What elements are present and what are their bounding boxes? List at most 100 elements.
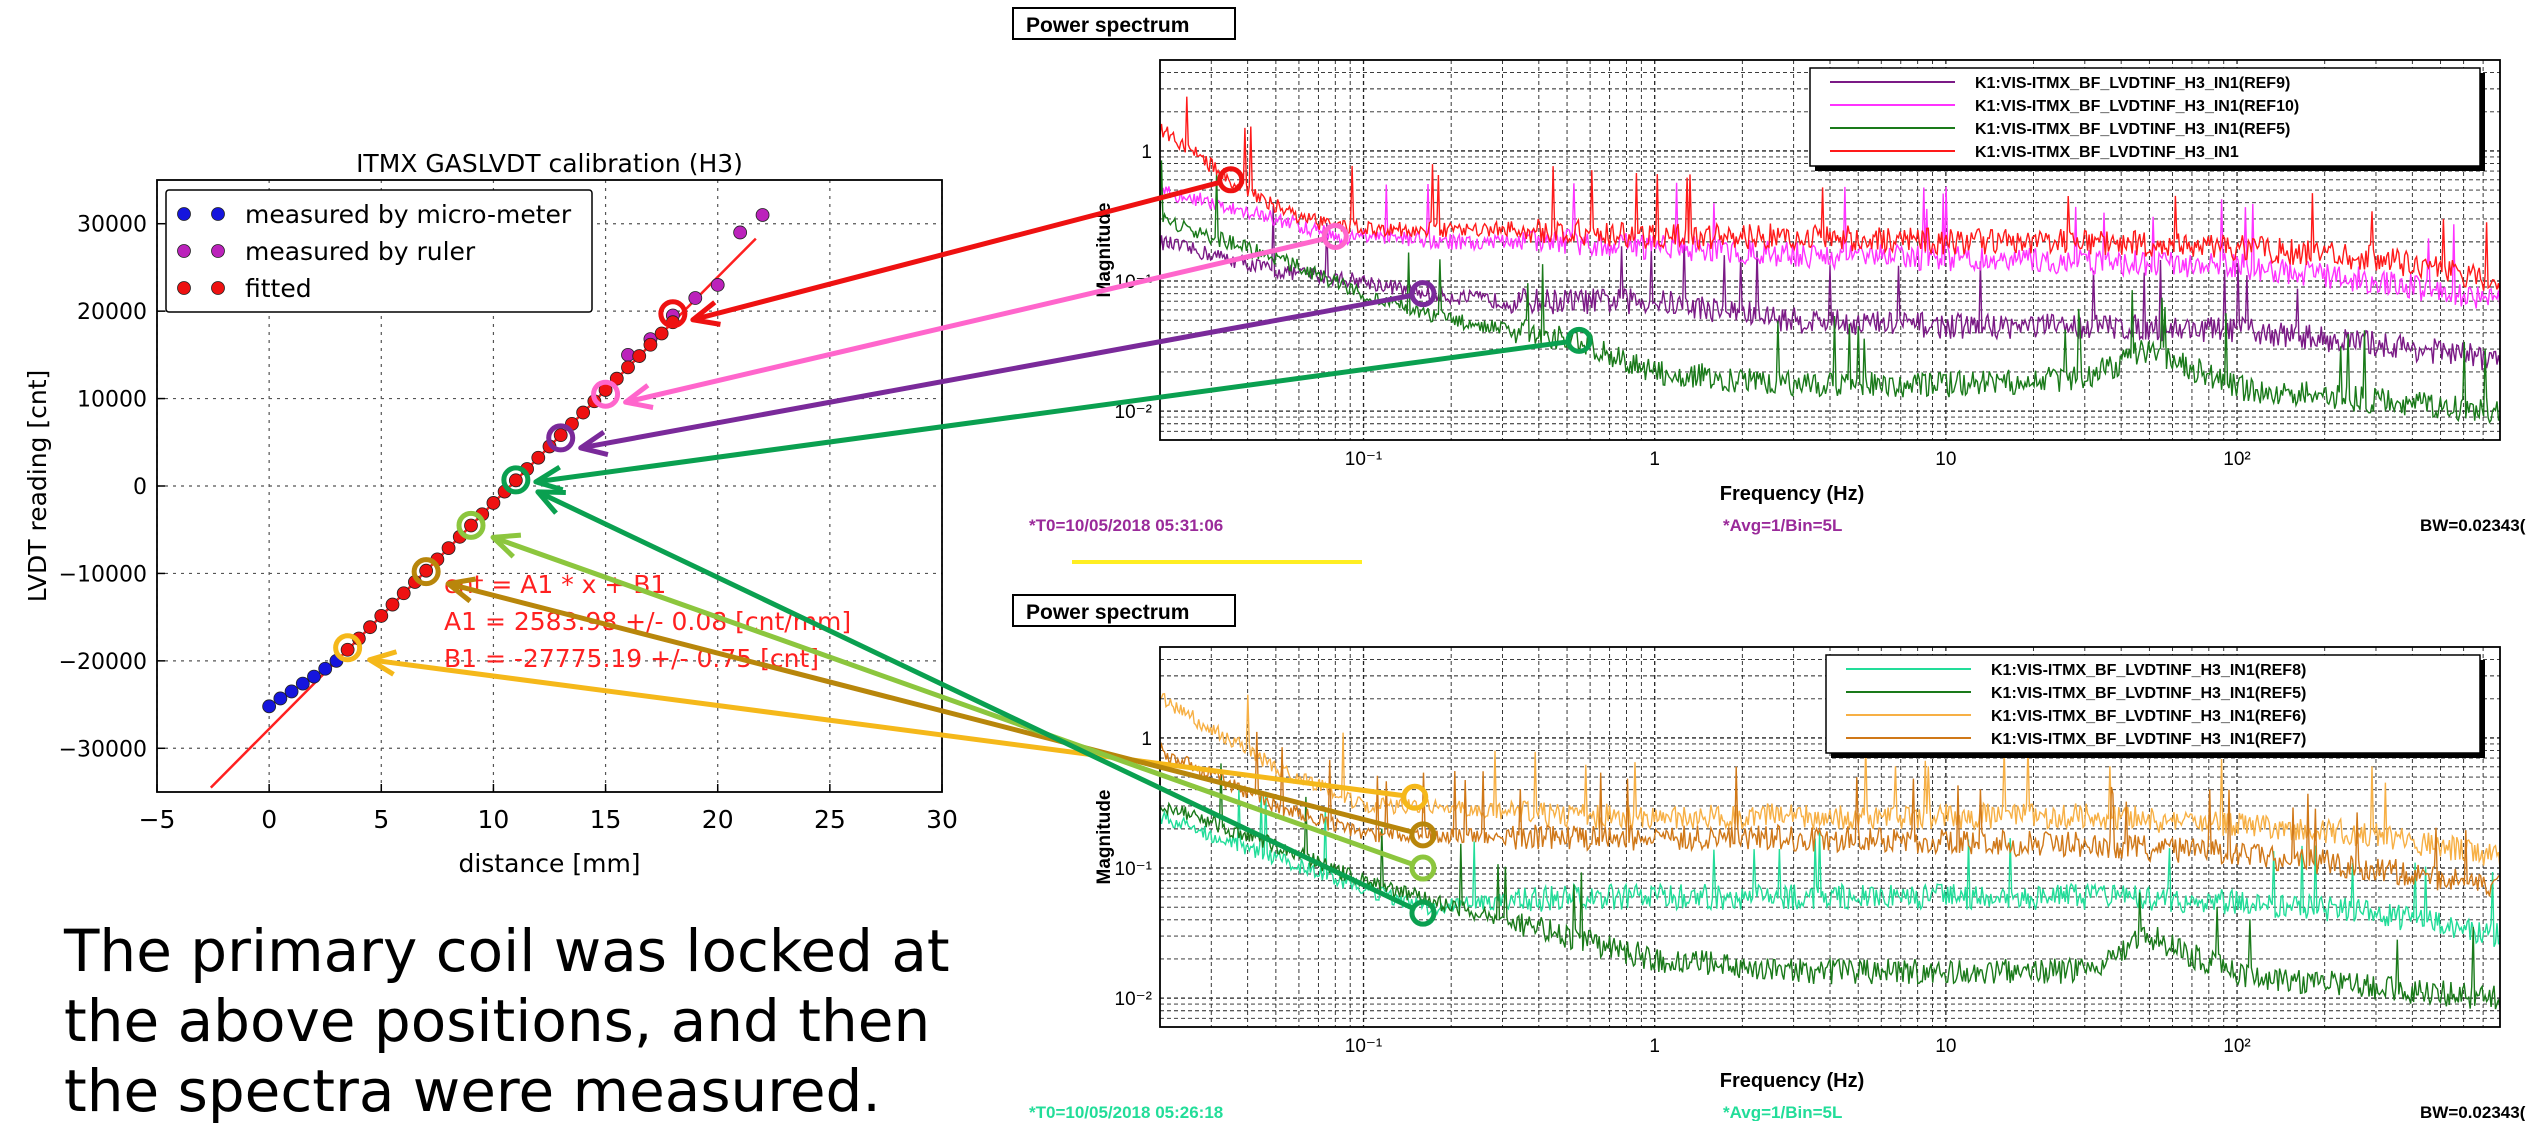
calibration-point <box>262 699 277 714</box>
bottom-trace <box>1159 731 2501 897</box>
calibration-point <box>307 669 321 684</box>
calibration-x-tick-label: 10 <box>478 805 510 834</box>
connector-arrow-lightgreen-bottom-shaft <box>492 534 1412 866</box>
calibration-y-tick-label: −30000 <box>59 737 147 762</box>
connector-arrow-purple <box>578 293 1411 457</box>
calibration-highlight-ring <box>658 299 688 329</box>
calibration-point <box>295 676 310 691</box>
top-highlight-ring <box>1217 166 1245 194</box>
top-x-tick-label: 10 <box>1935 449 1956 470</box>
connector-arrow-olive-bottom <box>445 576 1412 834</box>
connector-arrow-purple-head <box>578 430 609 457</box>
bottom-highlight-ring <box>1409 854 1437 882</box>
connector-arrow-red-shaft <box>692 180 1219 323</box>
top-tab-box <box>1012 7 1236 40</box>
caption-line: The primary coil was locked at <box>64 917 950 985</box>
bottom-highlight-ring <box>1401 783 1429 811</box>
bottom-x-tick-label: 10⁻¹ <box>1345 1036 1383 1057</box>
connector-arrow-green-bottom-shaft <box>536 489 1413 910</box>
calibration-y-tick-label: 0 <box>133 475 147 500</box>
connector-arrow-orange-bottom-shaft <box>369 657 1403 798</box>
calibration-y-tick-label: 30000 <box>77 213 147 238</box>
connector-arrow-green <box>533 339 1567 493</box>
bottom-trace <box>1159 693 2501 869</box>
calibration-point <box>318 661 333 676</box>
bottom-y-tick-label: 1 <box>1141 729 1152 750</box>
calibration-highlight-ring <box>333 633 363 663</box>
bottom-y-label: Magnitude <box>1094 790 1115 885</box>
connector-arrow-olive-bottom-head <box>445 576 477 604</box>
calibration-title: ITMX GASLVDT calibration (H3) <box>356 149 743 178</box>
calibration-point <box>464 518 478 533</box>
top-trace <box>1159 96 2501 293</box>
bottom-highlight-ring <box>1409 821 1437 849</box>
top-x-tick-label: 10² <box>2223 449 2250 470</box>
bottom-y-tick-label: 10⁻¹ <box>1115 859 1153 880</box>
top-y-label: Magnitude <box>1094 203 1115 298</box>
calibration-highlight-ring <box>456 510 486 540</box>
calibration-legend-label: fitted <box>245 274 312 303</box>
bottom-frame <box>1159 646 2501 1028</box>
calibration-point <box>284 684 299 699</box>
connector-arrow-purple-shaft <box>580 293 1411 451</box>
connector-arrow-pink-shaft <box>625 236 1324 405</box>
bottom-trace <box>1159 788 2501 947</box>
calibration-point <box>273 691 288 706</box>
legend-marker <box>177 281 191 295</box>
calibration-point <box>576 405 591 420</box>
top-y-tick-label: 1 <box>1141 142 1152 163</box>
top-legend-label: K1:VIS-ITMX_BF_LVDTINF_H3_IN1(REF9) <box>1975 75 2290 92</box>
top-legend-label: K1:VIS-ITMX_BF_LVDTINF_H3_IN1(REF10) <box>1975 98 2299 115</box>
connector-arrow-lightgreen-bottom <box>490 532 1412 866</box>
connector-arrow-lightgreen-bottom-head <box>490 532 522 559</box>
top-y-tick-label: 10⁻² <box>1115 402 1153 423</box>
calibration-legend-label: measured by micro-meter <box>245 200 572 229</box>
caption: The primary coil was locked at the above… <box>64 916 1024 1126</box>
calibration-x-tick-label: 20 <box>702 805 734 834</box>
calibration-point <box>486 496 501 510</box>
fit-annotation: A1 = 2583.98 +/- 0.08 [cnt/mm] <box>444 607 851 636</box>
top-x-tick-label: 10⁻¹ <box>1345 449 1383 470</box>
calibration-x-tick-label: 5 <box>373 805 389 834</box>
calibration-point <box>385 597 400 612</box>
legend-marker <box>211 281 225 295</box>
top-panel: Power spectrum110⁻¹10⁻²10⁻¹11010²Magnitu… <box>1012 7 2526 535</box>
bottom-x-tick-label: 1 <box>1649 1036 1660 1057</box>
connector-arrow-green-bottom-head <box>535 489 566 515</box>
calibration-x-tick-label: −5 <box>139 805 176 834</box>
calibration-frame <box>156 179 943 793</box>
legend-marker <box>211 207 225 221</box>
top-t0: *T0=10/05/2018 05:31:06 <box>1029 516 1223 535</box>
legend-marker <box>211 244 225 258</box>
top-legend-label: K1:VIS-ITMX_BF_LVDTINF_H3_IN1 <box>1975 144 2239 161</box>
bottom-y-tick-label: 10⁻² <box>1115 989 1153 1010</box>
bottom-x-label: Frequency (Hz) <box>1720 1070 1864 1092</box>
calibration-y-label: LVDT reading [cnt] <box>23 370 52 603</box>
calibration-chart: −5 0 5 10 15 20 25 30 30000 20000 10000 0 −10000 −200… <box>23 149 958 878</box>
calibration-y-tick-label: −20000 <box>59 650 147 675</box>
calibration-point <box>396 586 411 601</box>
calibration-legend: measured by micro-meter measured by ruler… <box>165 189 593 313</box>
calibration-y-tick-label: 20000 <box>77 300 147 325</box>
bottom-legend-box <box>1825 654 2481 754</box>
top-frame <box>1159 59 2501 441</box>
top-bw: BW=0.02343( <box>2420 516 2526 535</box>
calibration-point <box>508 473 523 488</box>
calibration-point <box>374 608 389 623</box>
top-avg: *Avg=1/Bin=5L <box>1723 516 1842 535</box>
calibration-legend-box <box>165 189 593 313</box>
calibration-x-label: distance [mm] <box>458 849 640 878</box>
calibration-y-tick-label: −10000 <box>59 562 147 587</box>
top-trace <box>1159 205 2501 371</box>
calibration-x-tick-label: 0 <box>261 805 277 834</box>
top-legend-box <box>1809 67 2481 167</box>
calibration-point <box>733 225 748 240</box>
calibration-point <box>621 360 635 375</box>
calibration-point <box>643 337 658 352</box>
top-x-label: Frequency (Hz) <box>1720 483 1864 505</box>
calibration-point <box>531 450 546 465</box>
connector-arrow-red-head <box>690 300 721 327</box>
legend-marker <box>177 244 191 258</box>
caption-line: the spectra were measured. <box>64 1057 881 1125</box>
bottom-trace <box>1159 763 2501 1010</box>
